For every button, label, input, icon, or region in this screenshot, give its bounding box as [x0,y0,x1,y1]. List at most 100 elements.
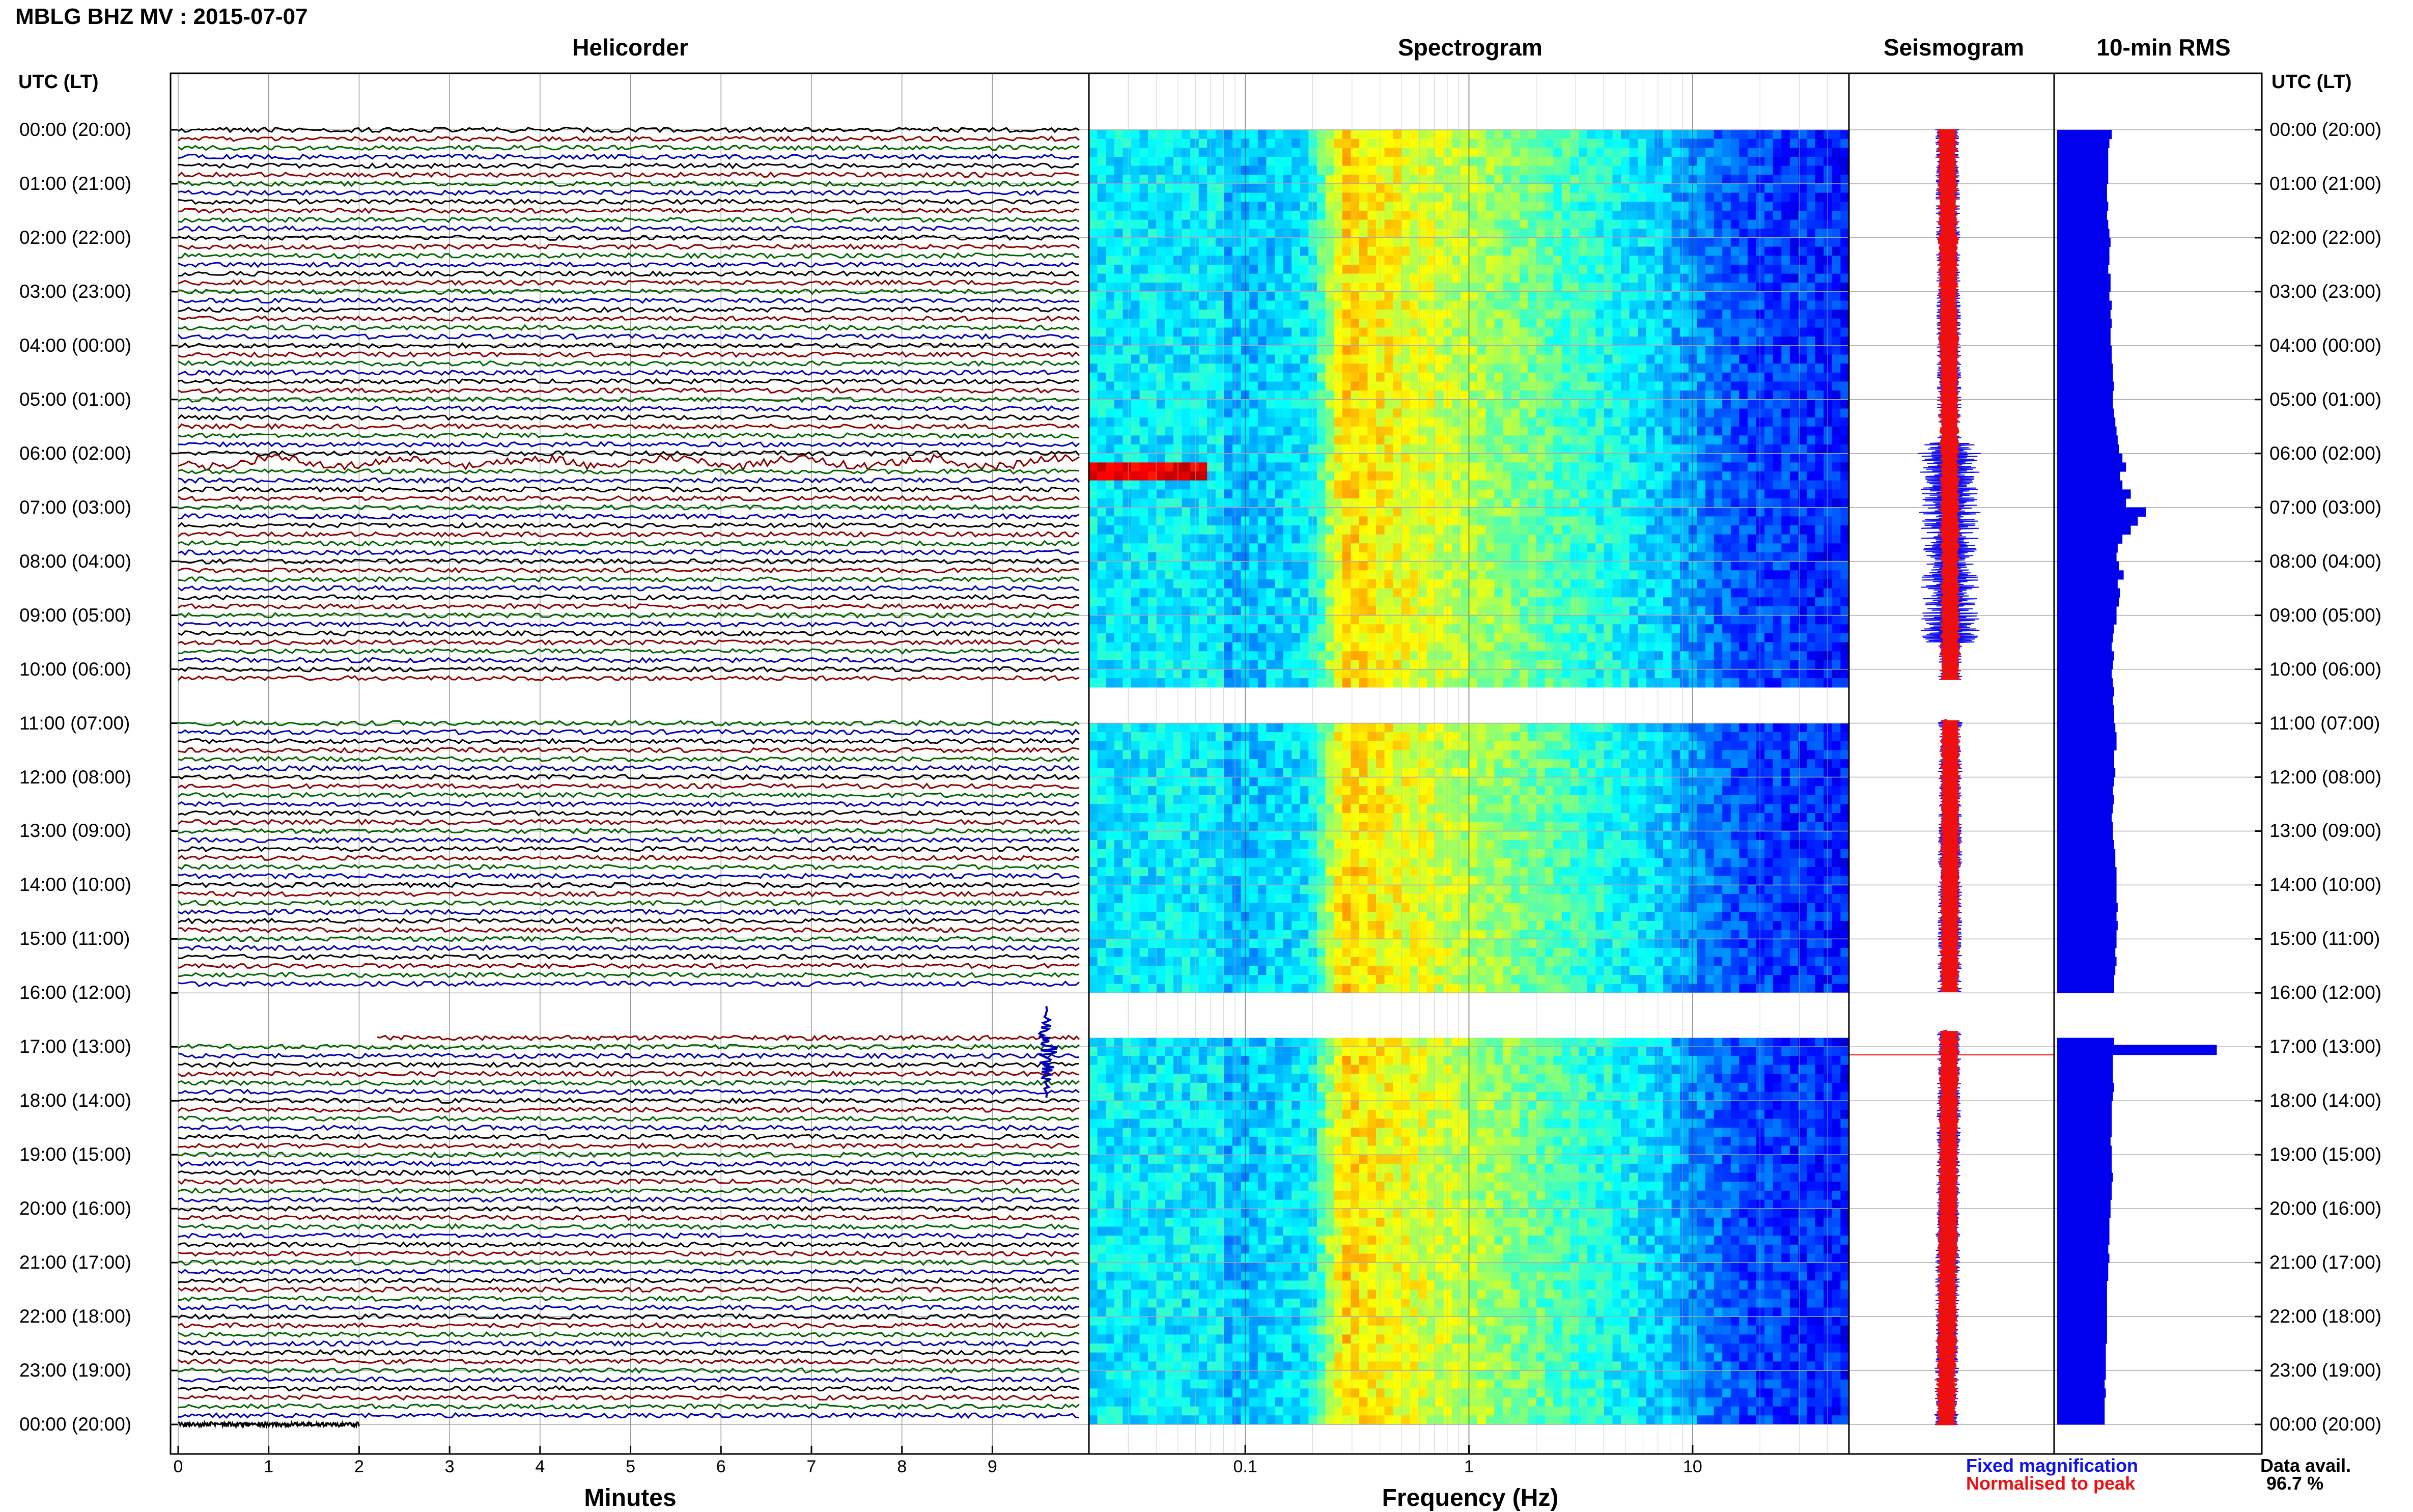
spectrogram-cell [1097,552,1106,562]
spectrogram-cell [1114,399,1123,409]
spectrogram-cell [1545,273,1554,283]
spectrogram-cell [1156,130,1165,139]
spectrogram-cell [1114,165,1123,175]
spectrogram-cell [1646,318,1656,328]
spectrogram-cell [1739,570,1748,580]
spectrogram-cell [1131,345,1140,355]
spectrogram-cell [1520,345,1529,355]
spectrogram-cell [1815,579,1824,589]
spectrogram-cell [1587,148,1596,157]
spectrogram-cell [1393,390,1402,400]
spectrogram-cell [1435,588,1444,598]
spectrogram-cell [1384,444,1393,454]
spectrogram-cell [1435,516,1444,526]
spectrogram-cell [1131,318,1140,328]
spectrogram-cell [1477,318,1486,328]
spectrogram-cell [1300,480,1309,490]
spectrogram-cell [1680,138,1689,148]
spectrogram-cell [1410,624,1419,634]
spectrogram-cell [1536,444,1546,454]
spectrogram-cell [1739,337,1748,346]
spectrogram-cell [1359,615,1368,625]
spectrogram-cell [1730,246,1739,256]
spectrogram-cell [1807,516,1816,526]
spectrogram-cell [1781,345,1790,355]
spectrogram-cell [1832,337,1841,346]
spectrogram-cell [1773,264,1782,274]
spectrogram-cell [1292,489,1301,499]
spectrogram-cell [1257,381,1267,391]
spectrogram-cell [1477,148,1486,157]
spectrogram-cell [1418,606,1427,616]
spectrogram-cell [1215,327,1224,337]
spectrogram-cell [1756,444,1765,454]
spectrogram-cell [1207,157,1216,166]
spectrogram-cell [1705,426,1715,436]
spectrogram-cell [1376,408,1385,418]
spectrogram-cell [1646,426,1656,436]
spectrogram-cell [1367,507,1377,517]
spectrogram-cell [1190,363,1199,373]
spectrogram-cell [1148,453,1157,463]
spectrogram-cell [1316,264,1326,274]
spectrogram-cell [1697,579,1706,589]
spectrogram-cell [1114,552,1123,562]
spectrogram-cell [1477,552,1486,562]
spectrogram-cell [1638,552,1647,562]
spectrogram-cell [1595,498,1605,508]
spectrogram-cell [1511,372,1520,382]
spectrogram-cell [1705,453,1715,463]
spectrogram-cell [1097,534,1106,544]
spectrogram-cell [1485,345,1495,355]
spectrogram-cell [1249,417,1258,427]
spectrogram-cell [1325,498,1334,508]
spectrogram-cell [1520,210,1529,220]
spectrogram-cell [1460,552,1470,562]
spectrogram-cell [1629,498,1638,508]
spectrogram-cell [1612,552,1621,562]
spectrogram-cell [1401,283,1410,292]
spectrogram-cell [1207,148,1216,157]
spectrogram-cell [1190,283,1199,292]
spectrogram-cell [1139,273,1148,283]
spectrogram-cell [1502,237,1512,247]
spectrogram-cell [1612,354,1621,364]
spectrogram-cell [1646,229,1656,238]
spectrogram-cell [1798,354,1807,364]
spectrogram-cell [1215,229,1224,238]
spectrogram-cell [1334,480,1343,490]
spectrogram-cell [1376,453,1385,463]
spectrogram-cell [1283,283,1292,292]
spectrogram-cell [1798,381,1807,391]
spectrogram-cell [1638,525,1647,535]
spectrogram-cell [1443,489,1452,499]
spectrogram-cell [1410,318,1419,328]
spectrogram-cell [1198,417,1208,427]
spectrogram-cell [1190,175,1199,184]
spectrogram-cell [1579,184,1588,193]
spectrogram-cell [1266,498,1275,508]
spectrogram-cell [1148,291,1157,301]
spectrogram-cell [1840,192,1849,202]
spectrogram-cell [1773,337,1782,346]
spectrogram-cell [1823,561,1833,571]
spectrogram-cell [1469,408,1478,418]
spectrogram-cell [1410,597,1419,607]
spectrogram-cell [1156,165,1165,175]
spectrogram-cell [1190,148,1199,157]
spectrogram-cell [1807,588,1816,598]
spectrogram-cell [1536,543,1546,553]
spectrogram-cell [1410,264,1419,274]
spectrogram-cell [1316,507,1326,517]
spectrogram-cell [1410,165,1419,175]
spectrogram-cell [1316,597,1326,607]
spectrogram-cell [1815,453,1824,463]
spectrogram-cell [1131,354,1140,364]
spectrogram-cell [1156,435,1165,445]
spectrogram-cell [1697,516,1706,526]
spectrogram-cell [1300,399,1309,409]
spectrogram-cell [1494,534,1503,544]
spectrogram-cell [1739,175,1748,184]
spectrogram-cell [1697,300,1706,310]
spectrogram-cell [1249,327,1258,337]
